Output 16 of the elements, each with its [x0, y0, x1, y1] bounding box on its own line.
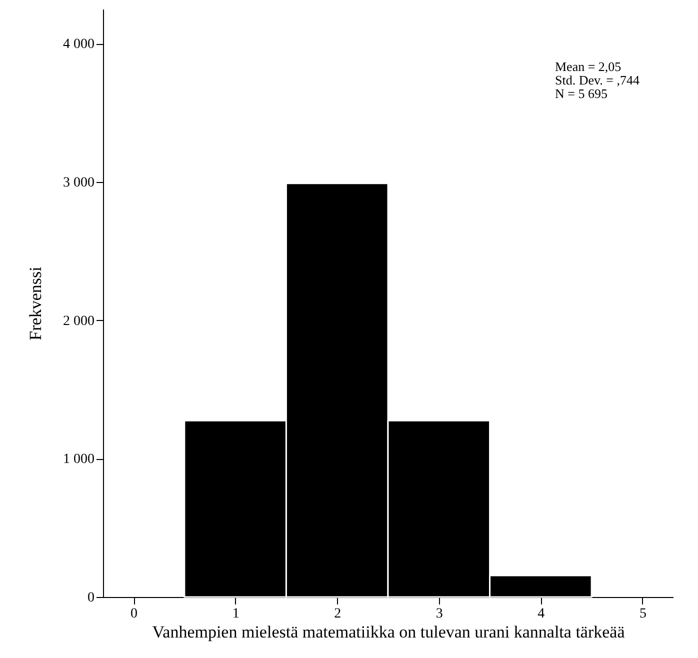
y-tick-label: 2 000: [63, 314, 94, 329]
y-axis-title: Frekvenssi: [26, 266, 45, 340]
y-tick-label: 1 000: [63, 452, 94, 468]
x-tick-label: 0: [130, 606, 138, 622]
x-axis-title: Vanhempien mielestä matematiikka on tulevan urani kannalta tärkeää: [152, 622, 626, 642]
y-tick-label: 4 000: [63, 37, 94, 52]
x-tick-label: 4: [538, 606, 545, 622]
y-tick-label: 0: [88, 590, 94, 606]
annotation: Mean = 2,05: [555, 59, 622, 74]
x-tick-label: 2: [334, 606, 342, 622]
x-tick-label: 5: [639, 606, 646, 622]
annotation: Std. Dev. = ,744: [555, 72, 640, 88]
annotation: N = 5 695: [555, 86, 608, 101]
x-tick-label: 1: [232, 606, 240, 622]
x-tick-label: 3: [436, 606, 443, 622]
y-tick-label: 3 000: [63, 175, 94, 190]
